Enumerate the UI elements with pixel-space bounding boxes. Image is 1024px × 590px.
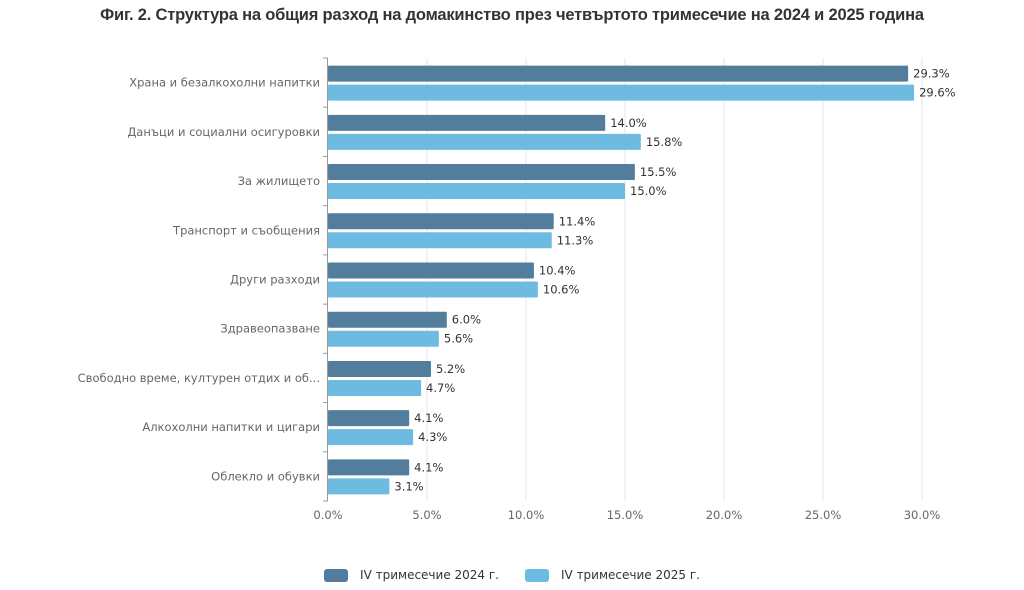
category-label: Други разходи — [230, 273, 320, 287]
bar-2024 — [328, 65, 909, 82]
data-label: 11.4% — [559, 214, 596, 228]
legend: IV тримесечие 2024 г. IV тримесечие 2025 … — [0, 568, 1024, 582]
legend-item[interactable]: IV тримесечие 2024 г. — [324, 568, 499, 582]
bar-2025 — [328, 232, 552, 249]
category-label: Данъци и социални осигуровки — [127, 125, 320, 139]
bar-2024 — [328, 114, 606, 131]
chart-title: Фиг. 2. Структура на общия разход на дом… — [100, 6, 924, 24]
category-label: Транспорт и съобщения — [172, 223, 320, 237]
data-label: 29.6% — [919, 86, 956, 100]
data-label: 15.0% — [630, 184, 667, 198]
bar-2025 — [328, 478, 390, 495]
category-label: Здравеопазване — [220, 322, 320, 336]
data-label: 15.5% — [640, 165, 677, 179]
legend-label: IV тримесечие 2025 г. — [561, 568, 700, 582]
data-label: 11.3% — [557, 233, 594, 247]
bar-2024 — [328, 262, 534, 279]
data-label: 10.4% — [539, 264, 576, 278]
bar-2025 — [328, 281, 538, 298]
data-label: 5.2% — [436, 362, 465, 376]
legend-swatch — [324, 568, 349, 582]
data-label: 15.8% — [646, 135, 683, 149]
category-label: Облекло и обувки — [211, 469, 320, 483]
bar-2024 — [328, 213, 554, 230]
data-label: 4.7% — [426, 381, 455, 395]
data-label: 4.1% — [414, 411, 443, 425]
data-label: 14.0% — [610, 116, 647, 130]
data-label: 4.3% — [418, 430, 447, 444]
data-label: 4.1% — [414, 460, 443, 474]
data-label: 5.6% — [444, 332, 473, 346]
category-label: Храна и безалкохолни напитки — [129, 76, 320, 90]
bar-2025 — [328, 379, 422, 396]
legend-label: IV тримесечие 2024 г. — [360, 568, 499, 582]
data-label: 10.6% — [543, 283, 580, 297]
data-label: 29.3% — [913, 67, 950, 81]
category-label: Алкохолни напитки и цигари — [142, 420, 320, 434]
bar-2024 — [328, 360, 431, 377]
bar-2025 — [328, 84, 915, 101]
bar-2025 — [328, 183, 625, 200]
category-label: За жилището — [238, 174, 320, 188]
x-tick-label: 25.0% — [805, 508, 842, 522]
x-tick-label: 15.0% — [607, 508, 644, 522]
data-label: 3.1% — [394, 479, 423, 493]
bar-2024 — [328, 311, 447, 328]
x-tick-label: 0.0% — [313, 508, 342, 522]
bar-2025 — [328, 330, 439, 347]
x-tick-label: 5.0% — [412, 508, 441, 522]
bar-2024 — [328, 164, 635, 181]
bar-2025 — [328, 133, 641, 150]
bar-2025 — [328, 429, 414, 446]
data-label: 6.0% — [452, 313, 481, 327]
bar-2024 — [328, 410, 410, 427]
x-tick-label: 10.0% — [508, 508, 545, 522]
bar-chart: 0.0% 5.0% 10.0% 15.0% 20.0% 25.0% 30.0% Храна и… — [78, 57, 956, 522]
bar-2024 — [328, 459, 410, 476]
x-tick-label: 30.0% — [904, 508, 941, 522]
legend-swatch — [525, 568, 549, 582]
category-label: Свободно време, културен отдих и об... — [78, 371, 320, 385]
legend-item[interactable]: IV тримесечие 2025 г. — [525, 568, 700, 582]
x-tick-label: 20.0% — [706, 508, 743, 522]
